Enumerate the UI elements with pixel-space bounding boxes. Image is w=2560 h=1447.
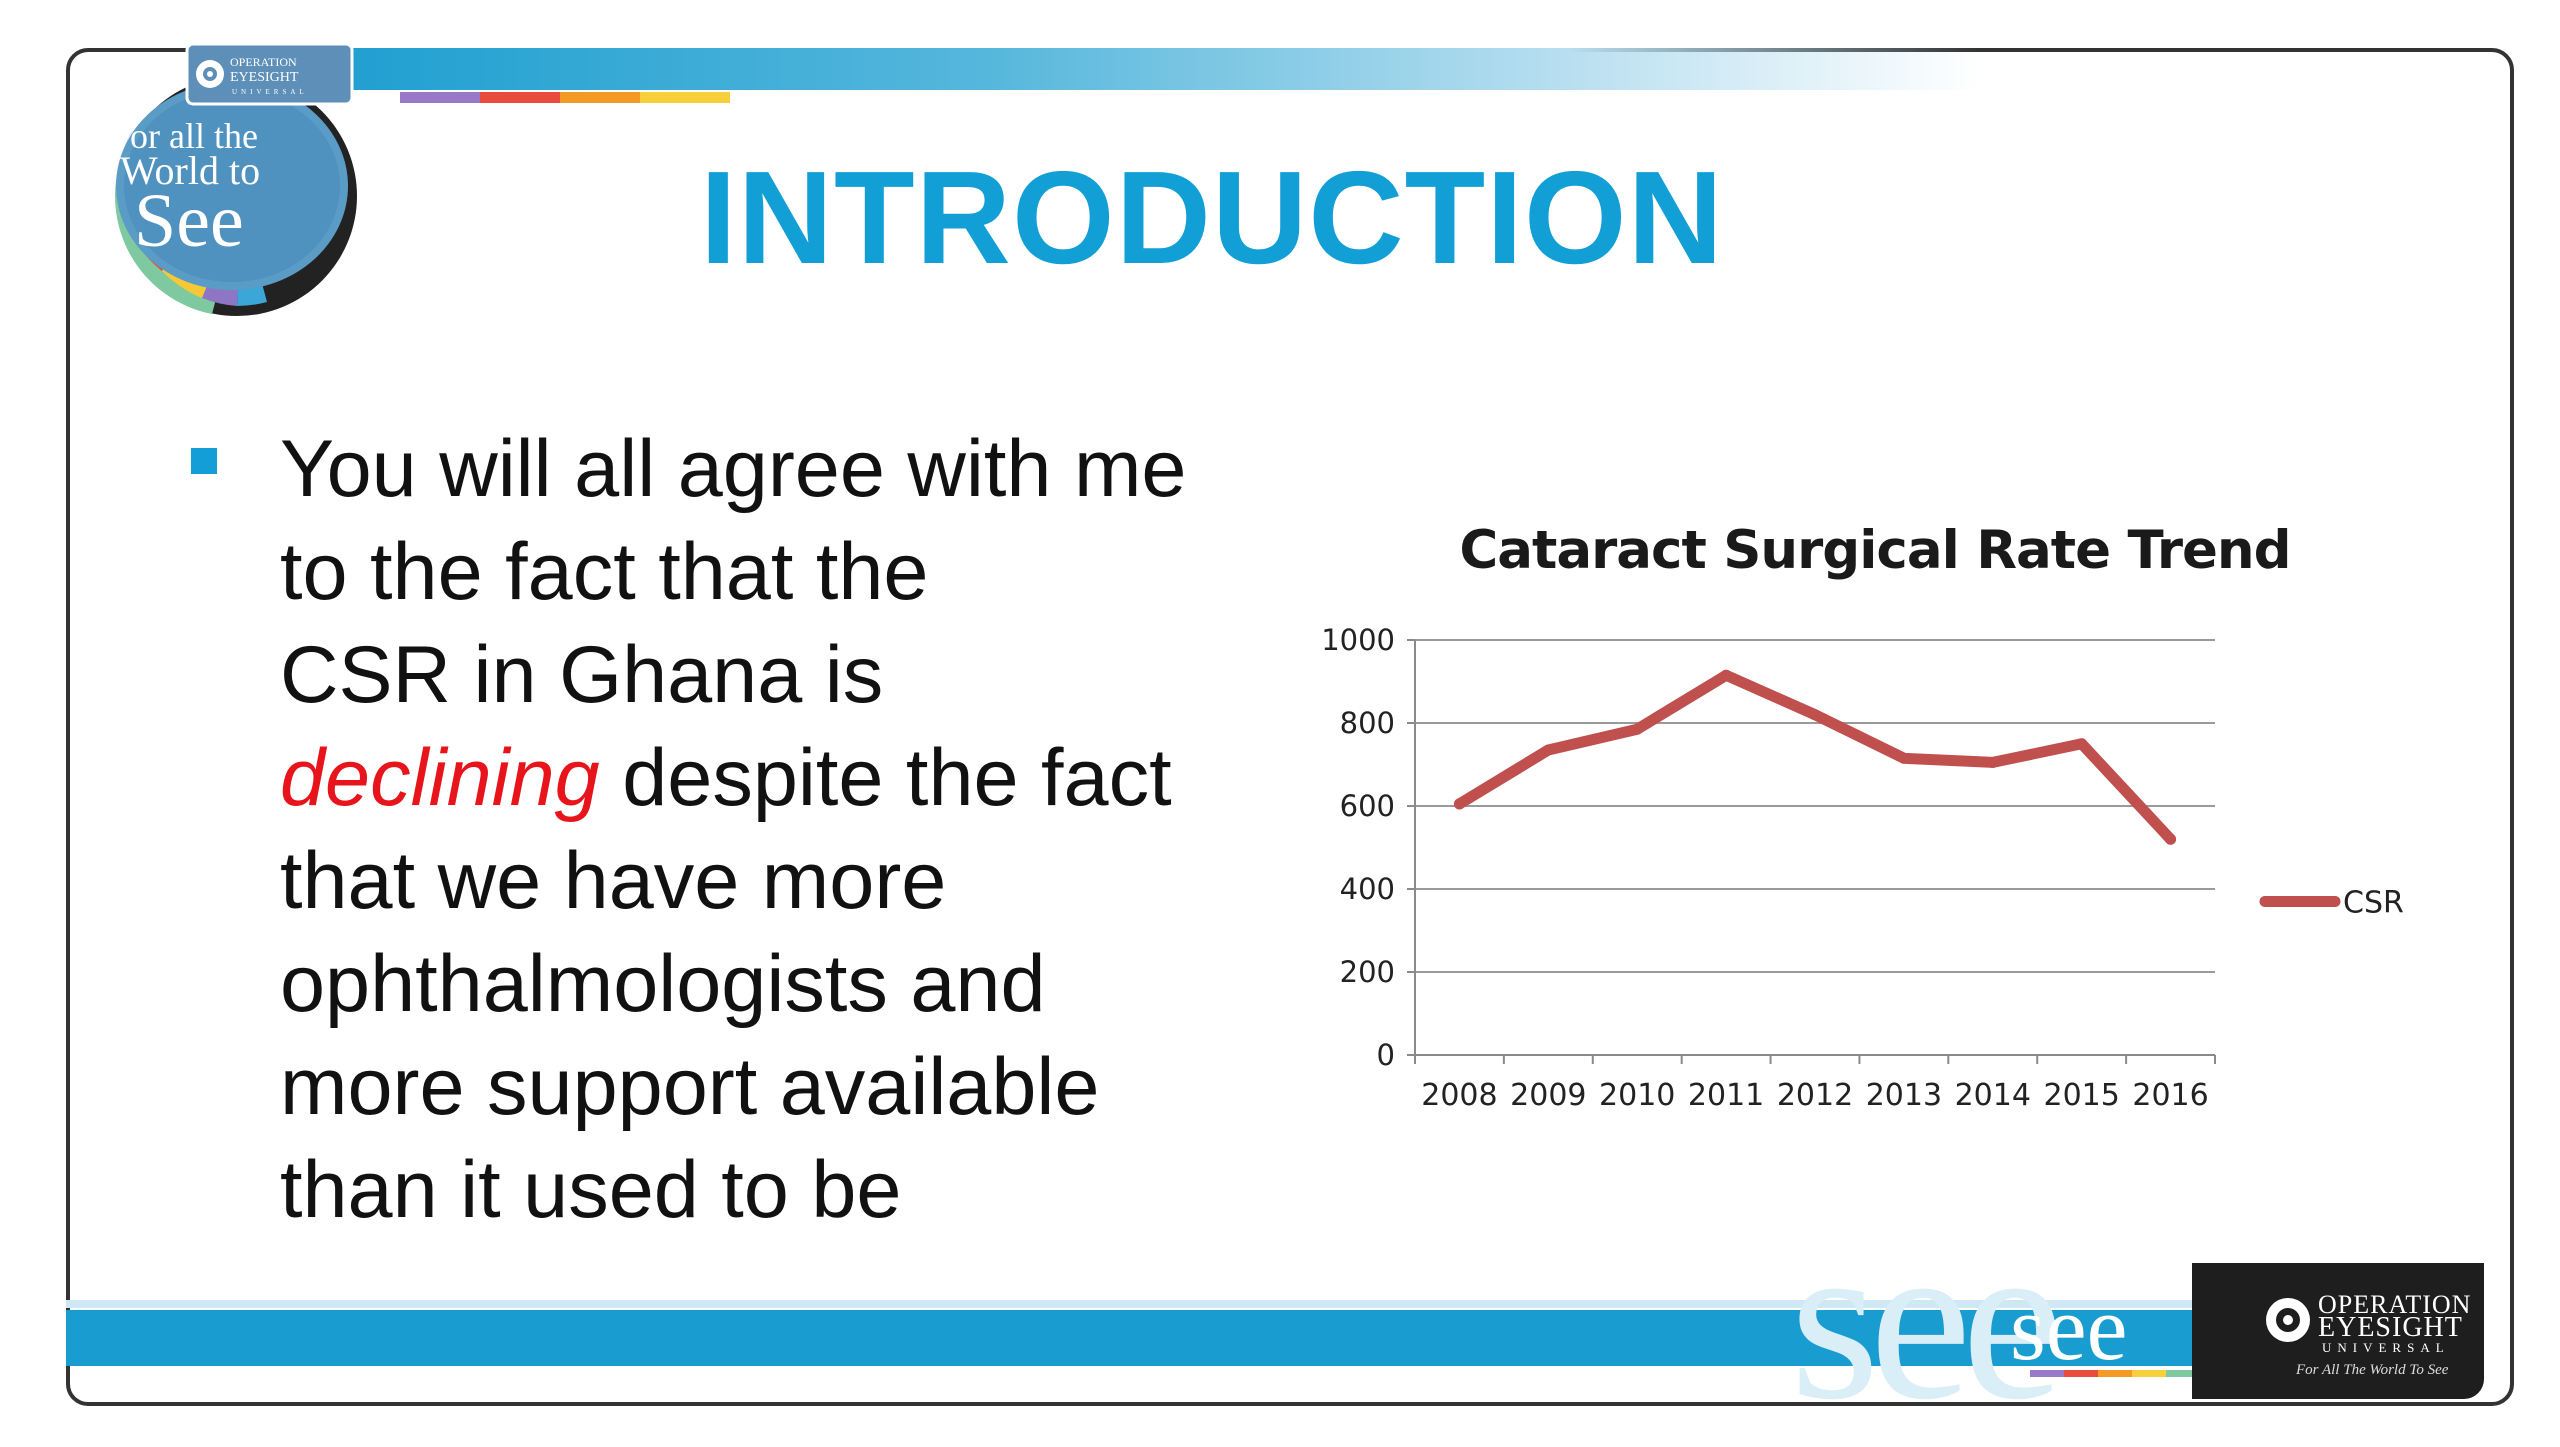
bullet-line: ophthalmologists and [280, 939, 1046, 1029]
data-point [1720, 669, 1732, 681]
bullet-line-rest: despite the fact [599, 733, 1172, 823]
bullet-line: to the fact that the [280, 527, 929, 617]
color-strip-segment [400, 92, 480, 103]
x-tick-label: 2016 [2132, 1078, 2208, 1113]
logo-org-line1: OPERATION [230, 55, 297, 69]
color-strip-segment [560, 92, 640, 103]
x-tick-label: 2012 [1777, 1078, 1853, 1113]
chart-title: Cataract Surgical Rate Trend [1459, 520, 2291, 581]
data-point [2165, 833, 2177, 845]
y-tick-label: 1000 [1321, 623, 1395, 657]
data-point [1453, 798, 1465, 810]
bullet-line: that we have more [280, 836, 947, 926]
y-tick-label: 400 [1340, 872, 1395, 906]
see-watermark: see [1790, 1192, 2064, 1447]
for-all-the-world-to-see-logo: OPERATION EYESIGHT UNIVERSAL For all the… [110, 42, 357, 316]
x-tick-label: 2008 [1421, 1078, 1497, 1113]
data-point [1809, 709, 1821, 721]
top-gradient-band [330, 48, 1980, 90]
brand-line3: UNIVERSAL [2322, 1340, 2450, 1355]
brand-line2: EYESIGHT [2318, 1312, 2463, 1343]
x-tick-label: 2011 [1688, 1078, 1764, 1113]
brand-line1: OPERATION [2318, 1290, 2472, 1319]
bullet-line: more support available [280, 1042, 1100, 1132]
color-strip-segment [480, 92, 560, 103]
data-point [2076, 738, 2088, 750]
bullet-line: than it used to be [280, 1145, 902, 1235]
x-tick-label: 2009 [1510, 1078, 1586, 1113]
bullet-square-icon [191, 448, 217, 474]
eye-logo-icon [196, 60, 224, 88]
bullet-text: You will all agree with me to the fact t… [280, 418, 1280, 1242]
y-tick-label: 600 [1340, 789, 1395, 823]
data-point [1542, 744, 1554, 756]
data-point [1987, 756, 1999, 768]
see-wordmark: see [2010, 1277, 2128, 1379]
csr-line-chart: 0 200 400 600 800 1000 2008 2009 2010 2011 2012 201… [1321, 623, 2404, 1113]
series-line-csr [1453, 669, 2177, 845]
x-tick-label: 2014 [1955, 1078, 2031, 1113]
bullet-line: declining despite the fact [280, 727, 1280, 830]
bullet-line: You will all agree with me [280, 424, 1187, 514]
logo-org-line2: EYESIGHT [230, 70, 299, 85]
see-color-underline [2030, 1370, 2200, 1377]
footer-band [66, 1310, 2216, 1366]
slide-frame [66, 48, 2514, 1406]
y-tick-label: 800 [1340, 706, 1395, 740]
x-tick-label: 2015 [2043, 1078, 2119, 1113]
brand-box [2192, 1263, 2484, 1399]
logo-slogan-line3: See [134, 179, 244, 263]
data-point [1631, 723, 1643, 735]
eye-logo-icon [2266, 1298, 2310, 1342]
bullet-line: CSR in Ghana is [280, 630, 884, 720]
logo-slogan-line2: World to [120, 148, 260, 193]
logo-org-line3: UNIVERSAL [232, 88, 308, 96]
brand-tagline: For All The World To See [2296, 1362, 2449, 1378]
emphasis-word: declining [280, 733, 600, 823]
x-tick-label: 2010 [1599, 1078, 1675, 1113]
slide-title: INTRODUCTION [700, 144, 1724, 291]
y-tick-label: 0 [1377, 1038, 1395, 1072]
legend-label: CSR [2343, 885, 2404, 920]
x-tick-label: 2013 [1866, 1078, 1942, 1113]
color-strip-segment [640, 92, 730, 103]
logo-slogan-line1: For all the [110, 116, 258, 156]
footer-thin-band [66, 1300, 2216, 1308]
y-tick-label: 200 [1340, 955, 1395, 989]
data-point [1898, 752, 1910, 764]
